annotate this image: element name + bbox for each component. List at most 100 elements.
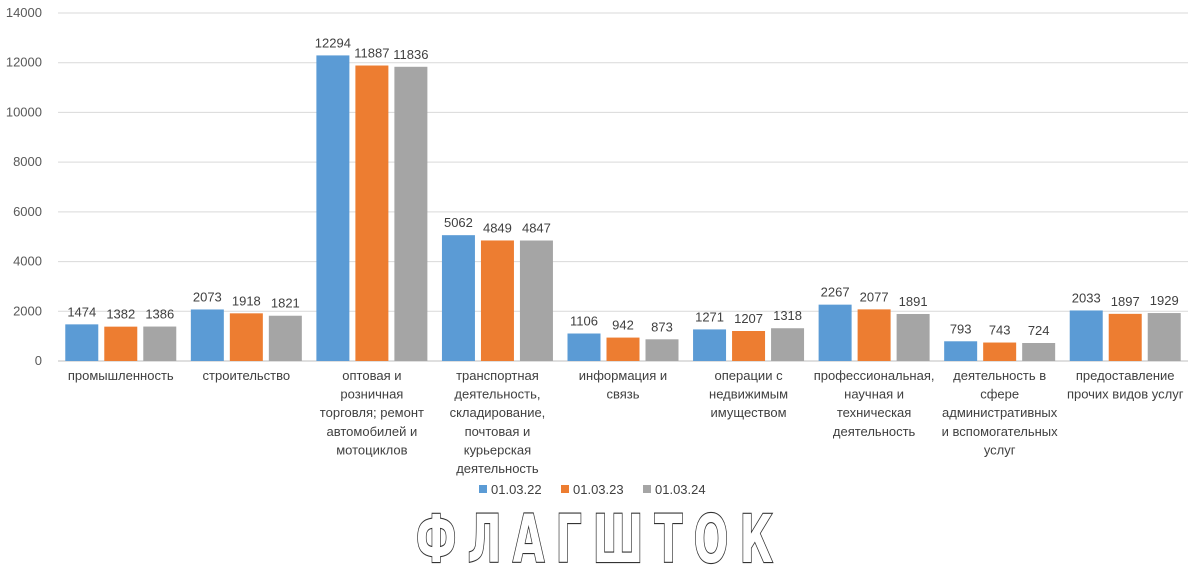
data-label: 2267	[821, 285, 850, 300]
bar	[944, 341, 978, 361]
y-tick-label: 4000	[13, 254, 42, 269]
category-label: операции с	[715, 368, 784, 383]
category-label: складирование,	[450, 405, 546, 420]
legend: 01.03.22 01.03.23 01.03.24	[479, 482, 706, 497]
category-label: предоставление	[1076, 368, 1175, 383]
data-label: 1821	[271, 296, 300, 311]
data-label: 2033	[1072, 290, 1101, 305]
data-label: 11836	[393, 47, 428, 62]
data-label: 11887	[354, 46, 389, 61]
y-tick-label: 10000	[6, 104, 42, 119]
data-label: 1382	[106, 307, 135, 322]
category-label: имуществом	[711, 405, 787, 420]
logo-graphic: ФЛАГШТОК	[415, 500, 784, 579]
data-label: 2077	[860, 289, 889, 304]
category-label: деятельность,	[454, 387, 540, 402]
bar	[355, 65, 389, 362]
data-label: 4847	[522, 221, 551, 236]
data-label: 1474	[67, 304, 96, 319]
category-label: административных	[942, 405, 1058, 420]
bar	[567, 333, 601, 361]
y-axis-ticks: 0 2000 4000 6000 8000 10000 12000 14000	[6, 5, 42, 368]
data-label: 1891	[899, 294, 928, 309]
bar	[645, 339, 679, 361]
category-label: научная и	[844, 387, 904, 402]
data-label: 724	[1028, 323, 1050, 338]
category-label: деятельность в	[953, 368, 1046, 383]
bar	[229, 313, 263, 361]
category-label: услуг	[984, 442, 1016, 457]
bar	[732, 330, 766, 361]
category-label: и вспомогательных	[942, 424, 1058, 439]
category-label: профессиональная,	[814, 368, 935, 383]
category-label: строительство	[203, 368, 291, 383]
gridlines	[58, 12, 1188, 362]
bar	[857, 309, 891, 361]
legend-label: 01.03.22	[491, 482, 542, 497]
category-label: курьерская	[464, 442, 531, 457]
y-tick-label: 12000	[6, 55, 42, 70]
data-label: 1386	[145, 307, 174, 322]
bar	[190, 309, 224, 361]
data-label: 1918	[232, 293, 261, 308]
category-label: торговля; ремонт	[320, 405, 424, 420]
logo-text: ФЛАГШТОК	[416, 501, 784, 572]
data-label: 1271	[695, 309, 724, 324]
category-label: почтовая и	[465, 424, 531, 439]
y-tick-label: 8000	[13, 154, 42, 169]
category-label: деятельность	[456, 461, 539, 476]
bar	[693, 329, 727, 361]
legend-label: 01.03.23	[573, 482, 624, 497]
data-label: 942	[612, 318, 634, 333]
bar	[983, 342, 1017, 361]
category-label: техническая	[837, 405, 911, 420]
data-label: 793	[950, 321, 972, 336]
category-label: прочих видов услуг	[1067, 387, 1184, 402]
category-label: автомобилей и	[327, 424, 418, 439]
data-label: 5062	[444, 215, 473, 230]
x-axis-categories: промышленность строительство оптовая и розн…	[68, 368, 1184, 476]
bar	[143, 326, 177, 361]
legend-swatch	[561, 485, 569, 493]
category-label: деятельность	[833, 424, 916, 439]
bar	[818, 304, 852, 361]
flagshtok-logo: ФЛАГШТОК	[0, 500, 1200, 579]
category-label: связь	[606, 387, 639, 402]
y-tick-label: 0	[35, 353, 42, 368]
bar	[104, 326, 138, 361]
category-label: розничная	[340, 387, 403, 402]
bar	[65, 324, 99, 361]
bar	[316, 55, 350, 362]
category-label: сфере	[980, 387, 1019, 402]
bar	[1108, 313, 1142, 361]
y-tick-label: 14000	[6, 5, 42, 20]
data-label: 743	[989, 323, 1011, 338]
bars	[65, 55, 1181, 362]
data-label: 873	[651, 319, 673, 334]
bar	[480, 240, 514, 361]
bar	[1022, 343, 1056, 361]
data-label: 1318	[773, 308, 802, 323]
y-tick-label: 6000	[13, 204, 42, 219]
data-label: 1897	[1111, 294, 1140, 309]
bar	[268, 315, 302, 361]
category-label: промышленность	[68, 368, 174, 383]
data-label: 4849	[483, 220, 512, 235]
y-tick-label: 2000	[13, 303, 42, 318]
bar	[394, 66, 428, 361]
category-label: оптовая и	[342, 368, 401, 383]
bar	[896, 313, 930, 361]
data-label: 2073	[193, 289, 222, 304]
bar	[441, 235, 475, 361]
bar	[519, 240, 553, 361]
category-label: транспортная	[456, 368, 539, 383]
category-label: информация и	[579, 368, 667, 383]
bar	[1069, 310, 1103, 361]
bar	[1147, 313, 1181, 361]
data-label: 1207	[734, 311, 763, 326]
data-label: 1106	[570, 314, 598, 329]
category-label: мотоциклов	[336, 442, 407, 457]
data-label: 1929	[1150, 293, 1179, 308]
